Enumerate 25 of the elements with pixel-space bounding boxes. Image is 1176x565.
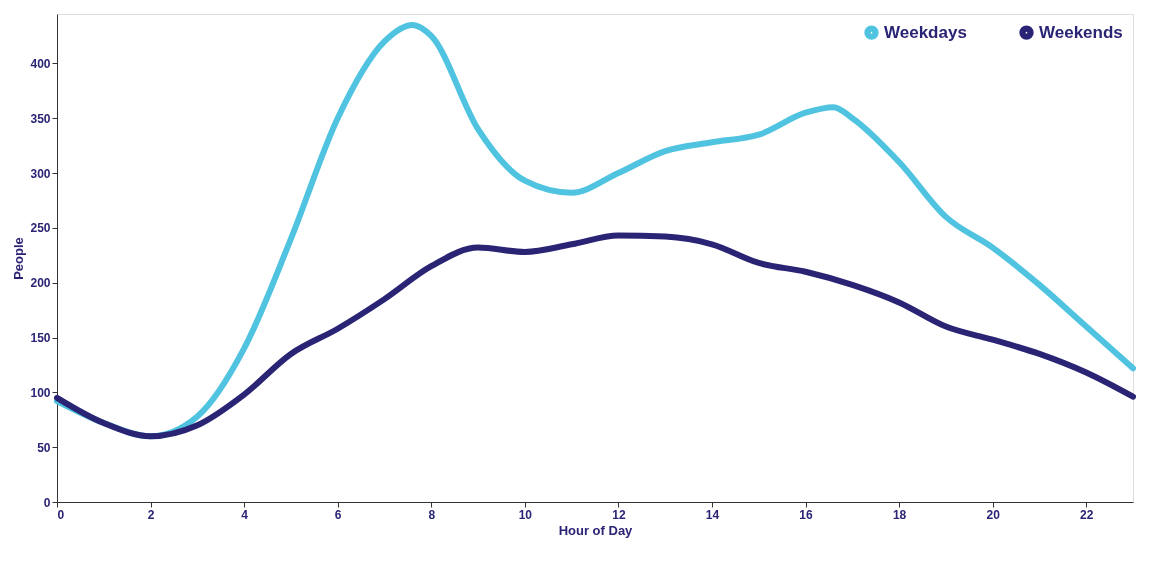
y-tick-label: 250 bbox=[30, 221, 51, 236]
x-tick-label: 4 bbox=[241, 507, 249, 522]
x-tick-label: 6 bbox=[334, 507, 342, 522]
x-tick-label: 2 bbox=[147, 507, 155, 522]
y-tick-label: 100 bbox=[30, 385, 51, 400]
y-tick-label: 50 bbox=[37, 440, 51, 455]
y-tick-label: 150 bbox=[30, 331, 51, 346]
x-tick-label: 20 bbox=[986, 507, 1001, 522]
x-tick-label: 10 bbox=[518, 507, 533, 522]
y-tick-label: 200 bbox=[30, 276, 51, 291]
x-tick-label: 22 bbox=[1080, 507, 1094, 522]
y-tick-label: 400 bbox=[30, 56, 51, 71]
y-tick-label: 350 bbox=[30, 111, 51, 126]
y-tick-label: 300 bbox=[30, 166, 51, 181]
x-axis-title: Hour of Day bbox=[558, 522, 634, 538]
x-tick-label: 0 bbox=[57, 507, 65, 522]
y-tick-label: 0 bbox=[43, 495, 51, 510]
x-tick-label: 18 bbox=[892, 507, 907, 522]
x-tick-label: 12 bbox=[612, 507, 626, 522]
x-tick-label: 8 bbox=[428, 507, 436, 522]
legend-label: Weekdays bbox=[884, 22, 967, 42]
legend-label: Weekends bbox=[1039, 22, 1123, 42]
x-tick-label: 16 bbox=[799, 507, 814, 522]
x-tick-label: 14 bbox=[705, 507, 720, 522]
y-axis-title: People bbox=[11, 237, 27, 280]
